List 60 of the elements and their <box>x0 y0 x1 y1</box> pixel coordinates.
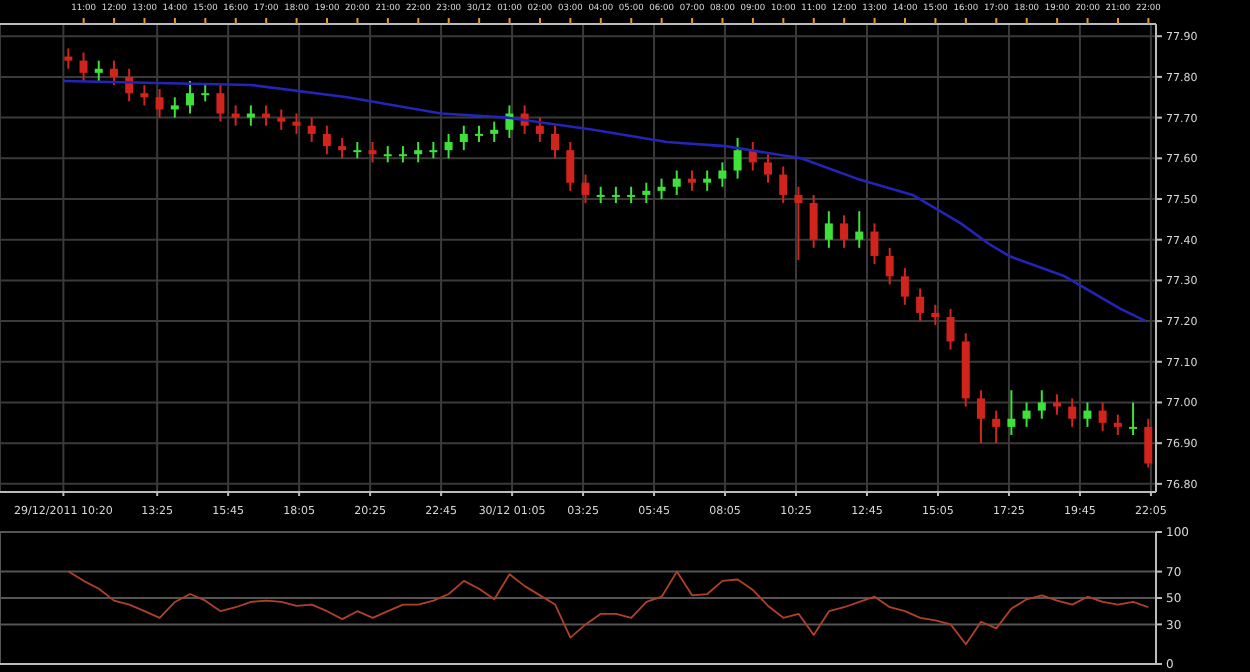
candlestick <box>718 161 727 188</box>
candlestick <box>657 177 666 200</box>
candlestick <box>1022 401 1031 428</box>
candlestick <box>292 112 301 135</box>
candlestick <box>368 141 377 164</box>
candlestick <box>444 132 453 160</box>
candlestick <box>1068 397 1077 428</box>
candlestick <box>1007 389 1016 437</box>
candlestick <box>94 59 103 82</box>
candlestick <box>642 181 651 205</box>
candlestick <box>1083 401 1092 428</box>
candlestick <box>992 409 1001 445</box>
line-series <box>62 79 1148 323</box>
candlestick <box>459 124 468 152</box>
candlestick <box>764 153 772 184</box>
candlestick <box>338 136 347 160</box>
candlestick <box>551 124 560 160</box>
line-series <box>67 570 1150 646</box>
candlestick <box>79 51 88 82</box>
candlestick <box>703 169 712 192</box>
candlestick <box>1129 401 1138 437</box>
candlestick <box>1037 389 1046 420</box>
candlestick <box>855 210 864 249</box>
candlestick <box>109 59 118 87</box>
candlestick <box>170 96 179 119</box>
candlestick <box>779 165 788 205</box>
candlestick <box>900 267 909 306</box>
candlestick <box>840 214 849 249</box>
candlestick <box>535 116 544 144</box>
candlestick <box>140 84 149 107</box>
candlestick <box>322 124 331 156</box>
candlestick <box>186 79 194 115</box>
candlestick <box>733 136 742 180</box>
candlestick <box>931 303 940 327</box>
candlestick <box>1053 393 1061 416</box>
candlestick <box>231 104 240 127</box>
candlestick <box>885 246 894 286</box>
candlestick <box>824 210 833 249</box>
candlestick <box>1113 413 1122 437</box>
candlestick <box>1098 401 1107 432</box>
candlestick <box>64 47 73 70</box>
candlestick <box>809 193 818 249</box>
candlestick <box>277 108 286 131</box>
candlestick <box>672 169 681 196</box>
candlestick <box>870 222 879 266</box>
candlestick <box>581 173 590 205</box>
candlestick <box>262 104 271 127</box>
candlestick <box>976 389 985 445</box>
candlestick <box>946 307 955 351</box>
candlestick <box>794 185 803 262</box>
candlestick <box>687 169 696 192</box>
candlestick <box>414 141 423 164</box>
candlestick <box>246 104 255 127</box>
candlestick <box>1144 417 1153 469</box>
candlestick <box>566 141 575 192</box>
candlestick <box>916 287 925 323</box>
candlestick <box>155 88 164 119</box>
candlestick <box>216 84 225 123</box>
candlestick <box>490 120 499 144</box>
candlestick <box>307 116 316 144</box>
